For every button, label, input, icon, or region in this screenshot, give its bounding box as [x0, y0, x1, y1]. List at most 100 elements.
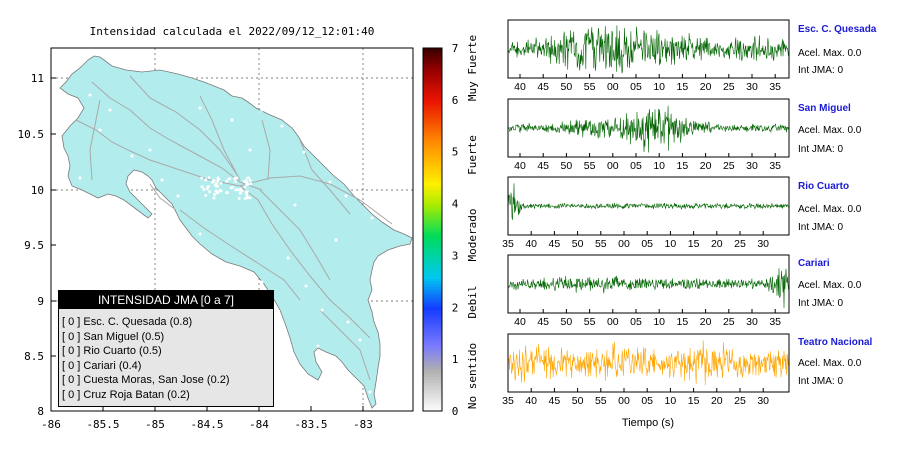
station-dot	[302, 150, 306, 154]
colorbar-segment	[423, 268, 442, 272]
time-tick-label: 45	[549, 238, 561, 250]
colorbar-segment	[423, 182, 442, 187]
colorbar-segment	[423, 48, 442, 52]
road	[239, 175, 393, 225]
colorbar-segment	[423, 237, 442, 241]
time-tick-label: 20	[700, 316, 712, 328]
colorbar-segment	[423, 317, 442, 321]
trace-int-jma: Int JMA: 0	[798, 144, 844, 155]
time-tick-label: 25	[734, 395, 746, 407]
station-dot	[214, 189, 218, 193]
colorbar-segment	[423, 180, 442, 184]
colorbar-segment	[423, 385, 442, 389]
colorbar-segment	[423, 304, 442, 308]
colorbar-segment	[423, 188, 442, 192]
colorbar-segment	[423, 55, 442, 59]
waveform-panel: 35 40 45 50 55 00 05 10 15 20 25 30	[502, 176, 790, 250]
colorbar-segment	[423, 307, 442, 311]
time-tick-label: 00	[607, 81, 619, 93]
trace-int-jma: Int JMA: 0	[798, 298, 844, 309]
time-tick-label: 30	[746, 81, 758, 93]
time-tick-label: 40	[525, 395, 537, 407]
colorbar-segment	[423, 398, 442, 402]
colorbar-segment	[423, 366, 442, 371]
colorbar-segment	[423, 242, 442, 246]
colorbar-segment	[423, 63, 442, 67]
road	[149, 183, 177, 211]
colorbar-segment	[423, 175, 442, 179]
trace-int-jma: Int JMA: 0	[798, 222, 844, 233]
x-tick-label: -84.5	[190, 418, 223, 431]
colorbar-segment	[423, 270, 442, 275]
station-dot	[201, 185, 204, 189]
colorbar-segment	[423, 260, 442, 264]
station-dot	[216, 184, 219, 188]
trace-title-teatro-nacional: Teatro Nacional	[798, 337, 873, 348]
time-tick-label: 25	[723, 160, 735, 172]
colorbar-segment	[423, 200, 442, 205]
road	[319, 309, 371, 381]
station-dot	[230, 118, 234, 122]
station-points	[78, 93, 374, 394]
colorbar-segment	[423, 143, 442, 148]
time-tick-label: 10	[665, 395, 677, 407]
colorbar-segment	[423, 309, 442, 314]
time-tick-label: 25	[723, 316, 735, 328]
road	[259, 189, 331, 281]
colorbar-segment	[423, 92, 442, 96]
station-dot	[249, 182, 253, 186]
station-dot	[236, 188, 240, 192]
colorbar-tick-label: 4	[452, 198, 459, 211]
colorbar-segment	[423, 239, 442, 244]
waveform-frame	[507, 254, 790, 314]
time-tick-label: 10	[653, 81, 665, 93]
time-tick-label: 40	[514, 160, 526, 172]
time-tick-label: 35	[769, 81, 781, 93]
time-tick-label: 10	[653, 316, 665, 328]
time-tick-label: 40	[525, 238, 537, 250]
station-dot	[370, 216, 374, 220]
colorbar-segment	[423, 66, 442, 70]
colorbar-segment	[423, 97, 442, 101]
trace-title-cariari: Cariari	[798, 258, 830, 269]
colorbar-segment	[423, 58, 442, 62]
colorbar-segment	[423, 112, 442, 117]
station-dot	[211, 180, 214, 184]
time-tick-label: 05	[630, 160, 642, 172]
waveform-panel: 35 40 45 50 55 00 05 10 15 20 25 30	[502, 333, 790, 407]
time-tick-label: 00	[618, 395, 630, 407]
legend-entry: [ 0 ] Cariari (0.4)	[62, 359, 142, 372]
legend-title: INTENSIDAD JMA [0 a 7]	[59, 291, 273, 309]
colorbar-segment	[423, 245, 442, 249]
colorbar-segment	[423, 330, 442, 334]
station-dot	[88, 93, 92, 97]
colorbar-segment	[423, 118, 442, 122]
station-dot	[225, 180, 229, 183]
road	[91, 81, 263, 191]
colorbar-segment	[423, 369, 442, 373]
colorbar-segment	[423, 128, 442, 132]
colorbar-segment	[423, 89, 442, 93]
station-dot	[243, 197, 247, 201]
colorbar-segment	[423, 335, 442, 339]
time-tick-label: 40	[514, 316, 526, 328]
y-tick-label: 9	[37, 295, 44, 308]
time-tick-label: 20	[700, 81, 712, 93]
colorbar-segment	[423, 286, 442, 290]
station-dot	[239, 191, 242, 195]
colorbar-segment	[423, 107, 442, 111]
road	[179, 209, 301, 301]
colorbar-segment	[423, 136, 442, 140]
time-tick-label: 50	[572, 395, 584, 407]
colorbar-label-muy-fuerte: Muy Fuerte	[466, 35, 479, 101]
station-dot	[198, 106, 202, 110]
waveform-panel: 40 45 50 55 00 05 10 15 20 25 30 35	[507, 19, 790, 93]
colorbar-segment	[423, 356, 442, 360]
station-dot	[234, 180, 238, 184]
station-dot	[231, 185, 235, 189]
station-dot	[248, 196, 252, 200]
time-tick-label: 25	[734, 238, 746, 250]
colorbar-tick-label: 5	[452, 146, 459, 159]
